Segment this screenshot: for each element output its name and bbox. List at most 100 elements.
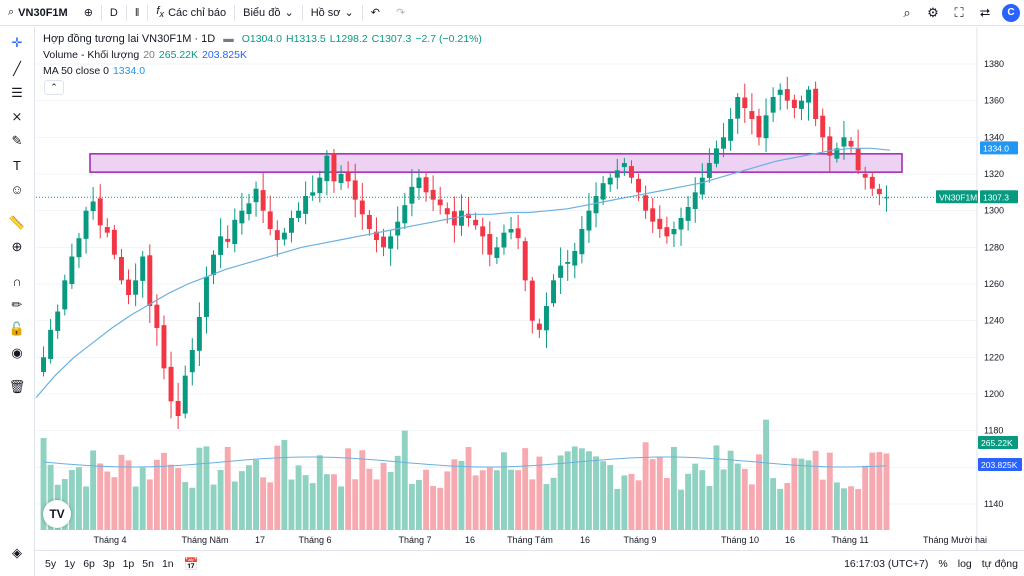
trendline-icon: ╱ — [13, 61, 21, 76]
fullscreen-button[interactable]: ⛶ — [946, 0, 972, 26]
volume-bar — [416, 479, 422, 530]
volume-bar — [132, 486, 139, 530]
symbol-price-tag: VN30F1M — [939, 192, 977, 202]
main-series-legend[interactable]: Hợp đồng tương lai VN30F1M · 1D ▬ O1304.… — [43, 31, 482, 47]
range-button-6p[interactable]: 6p — [83, 557, 95, 570]
stay-in-drawing-tool[interactable]: ✏ — [5, 295, 29, 315]
compare-button[interactable]: ⊕ — [76, 0, 101, 26]
candle-body — [253, 188, 259, 203]
volume-bar — [224, 446, 231, 530]
text-tool[interactable]: T — [5, 155, 29, 175]
chart-menu-button[interactable]: Biểu đồ ⌄ — [235, 0, 302, 26]
range-button-1y[interactable]: 1y — [64, 557, 76, 570]
log-toggle[interactable]: log — [957, 557, 972, 570]
volume-bar — [756, 454, 762, 530]
volume-legend[interactable]: Volume - Khối lượng 20 265.22K 203.825K — [43, 47, 482, 63]
fib-tool[interactable]: ☰ — [5, 83, 29, 103]
clock-time[interactable]: 16:17:03 (UTC+7) — [844, 557, 929, 570]
candle-body — [536, 323, 542, 330]
range-button-1n[interactable]: 1n — [161, 557, 174, 570]
range-button-1p[interactable]: 1p — [122, 557, 135, 570]
crosshair-tool[interactable]: ✛ — [5, 33, 29, 53]
volume-bar — [47, 464, 54, 530]
tradingview-logo-button[interactable]: C — [998, 0, 1024, 26]
candle-body — [373, 231, 379, 240]
candle-body — [558, 265, 564, 278]
quick-search-button[interactable]: ⌕ — [894, 0, 920, 26]
volume-bar — [281, 439, 288, 530]
lock-drawings-tool[interactable]: 🔓 — [5, 319, 29, 339]
candle-body — [706, 163, 712, 179]
zoom-tool[interactable]: ⊕ — [5, 237, 29, 257]
divider — [361, 4, 363, 21]
candle-body — [572, 251, 578, 266]
candle-body — [416, 177, 422, 189]
candle-body — [203, 276, 209, 317]
x-tick-label: Tháng 11 — [831, 535, 868, 545]
volume-bar — [550, 477, 557, 530]
y-tick-label: 1240 — [984, 316, 1004, 326]
volume-bar — [366, 468, 373, 530]
redo-button[interactable]: ↷ — [388, 0, 413, 26]
percent-toggle[interactable]: % — [938, 557, 948, 570]
indicators-button[interactable]: fx Các chỉ báo — [148, 0, 234, 26]
volume-bar — [763, 419, 769, 530]
x-tick-label: Tháng 6 — [298, 535, 331, 545]
calendar-icon[interactable]: 📅 — [183, 556, 199, 571]
candle-body — [225, 238, 231, 242]
magnet-tool[interactable]: ∩ — [5, 271, 29, 291]
candle-body — [260, 190, 266, 211]
range-button-5y[interactable]: 5y — [45, 557, 57, 570]
measure-tool[interactable]: 📏 — [5, 213, 29, 233]
volume-bar — [826, 452, 833, 530]
candle-body — [140, 256, 146, 281]
candle-body — [55, 311, 61, 331]
volume-bar — [90, 450, 97, 530]
auto-toggle[interactable]: tự động — [981, 557, 1018, 570]
volume-bar — [408, 483, 415, 530]
object-tree-button[interactable]: ◈ — [5, 543, 29, 563]
volume-bar — [246, 465, 252, 530]
candle-body — [366, 214, 372, 229]
logo-icon: C — [1002, 4, 1020, 22]
range-button-3p[interactable]: 3p — [102, 557, 115, 570]
settings-button[interactable]: ⚙ — [920, 0, 946, 26]
last-price-label-bg — [980, 190, 1018, 204]
chevron-down-icon: ⌄ — [344, 7, 354, 19]
candle-body — [83, 210, 89, 239]
candle-body — [621, 163, 627, 168]
y-tick-label: 1200 — [984, 389, 1004, 399]
volume-bar — [458, 460, 465, 530]
trendline-tool[interactable]: ╱ — [5, 59, 29, 79]
brush-tool[interactable]: ✎ — [5, 131, 29, 151]
volume-bar — [437, 487, 444, 530]
share-button[interactable]: ⮂ — [972, 0, 998, 26]
x-tick-label: Tháng 7 — [398, 535, 431, 545]
undo-button[interactable]: ↶ — [363, 0, 388, 26]
volume-bar — [649, 459, 656, 530]
profile-menu-button[interactable]: Hồ sơ ⌄ — [303, 0, 362, 26]
chart-type-button[interactable]: ‖ — [127, 0, 148, 26]
legend-collapse-button[interactable]: ⌃ — [44, 80, 64, 95]
emoji-tool[interactable]: ☺ — [5, 179, 29, 199]
pattern-tool[interactable]: ⨯ — [5, 107, 29, 127]
symbol-search[interactable]: ⌕ VN30F1M — [0, 0, 76, 26]
hide-drawings-tool[interactable]: ◉ — [5, 343, 29, 363]
candle-body — [388, 236, 394, 249]
crosshair-icon: ✛ — [11, 35, 23, 50]
volume-bar — [394, 455, 401, 530]
volume-bar — [302, 475, 309, 530]
remove-drawings-tool[interactable]: 🗑 — [5, 377, 29, 397]
volume-bar — [607, 465, 614, 530]
volume-bar — [76, 467, 82, 530]
candle-body — [692, 192, 698, 210]
range-button-5n[interactable]: 5n — [142, 557, 154, 570]
chevron-up-icon: ⌃ — [50, 82, 58, 92]
volume-bar — [359, 450, 366, 530]
interval-button[interactable]: D — [109, 6, 118, 19]
candle-body — [813, 88, 819, 119]
divider — [234, 4, 236, 21]
ma-legend[interactable]: MA 50 close 0 1334.0 — [43, 63, 482, 79]
tv-logo[interactable]: TV — [43, 500, 71, 528]
